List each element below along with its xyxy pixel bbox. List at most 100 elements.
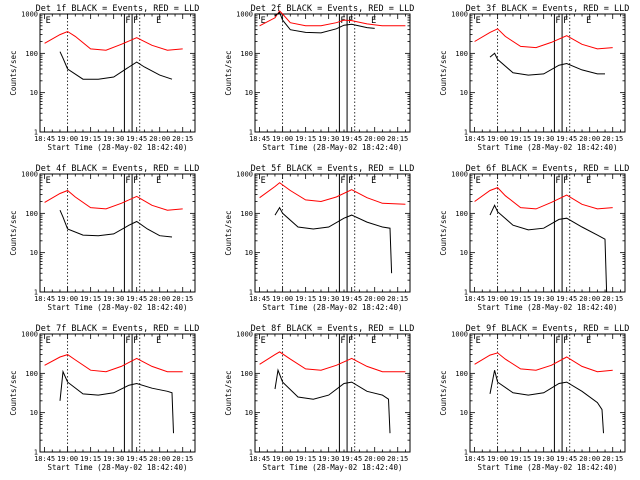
y-tick-label: 10 (245, 89, 253, 97)
y-tick-label: 10 (460, 249, 468, 257)
x-axis-label: Start Time (28-May-02 18:42:40) (48, 303, 188, 312)
series-lld-line (259, 351, 406, 373)
marker-label-F: F (563, 176, 568, 186)
marker-label-F: F (348, 336, 353, 346)
y-tick-label: 10 (30, 249, 38, 257)
y-tick-label: 1 (34, 129, 38, 137)
x-tick-label: 19:00 (57, 455, 78, 463)
x-tick-label: 20:00 (149, 455, 170, 463)
x-axis-label: Start Time (28-May-02 18:42:40) (48, 143, 188, 152)
x-tick-label: 19:00 (57, 135, 78, 143)
x-tick-label: 20:00 (364, 135, 385, 143)
x-tick-label: 20:00 (149, 295, 170, 303)
x-tick-label: 18:45 (464, 135, 485, 143)
x-tick-label: 19:30 (533, 295, 554, 303)
y-tick-label: 1000 (236, 331, 253, 339)
panel-title: Det 8f BLACK = Events, RED = LLD (251, 324, 415, 334)
x-tick-label: 20:00 (364, 295, 385, 303)
plot-frame (39, 13, 196, 133)
x-tick-label: 20:00 (579, 135, 600, 143)
x-tick-label: 19:15 (80, 455, 101, 463)
y-tick-label: 100 (455, 210, 468, 218)
panel-title: Det 3f BLACK = Events, RED = LLD (466, 4, 630, 14)
x-tick-label: 18:45 (249, 295, 270, 303)
x-tick-label: 18:45 (249, 455, 270, 463)
y-axis-label: Counts/sec (439, 210, 448, 255)
y-tick-label: 100 (455, 50, 468, 58)
x-tick-label: 20:00 (149, 135, 170, 143)
plot-frame (469, 333, 626, 453)
x-tick-label: 20:00 (364, 455, 385, 463)
series-lld-line (44, 354, 183, 373)
y-tick-label: 1 (34, 289, 38, 297)
y-tick-label: 1000 (451, 171, 468, 179)
marker-label-E: E (46, 16, 51, 26)
y-axis-label: Counts/sec (224, 210, 233, 255)
x-tick-label: 19:30 (533, 455, 554, 463)
marker-label-E: E (261, 176, 266, 186)
x-tick-label: 19:45 (341, 295, 362, 303)
x-tick-label: 19:00 (487, 135, 508, 143)
series-lld-line (259, 10, 406, 27)
marker-label-F: F (125, 176, 130, 186)
x-tick-label: 18:45 (34, 295, 55, 303)
marker-label-E: E (156, 16, 161, 26)
y-axis-label: Counts/sec (439, 370, 448, 415)
y-tick-label: 10 (30, 89, 38, 97)
panel-title: Det 6f BLACK = Events, RED = LLD (466, 164, 630, 174)
marker-label-F: F (340, 16, 345, 26)
panel-det-2: Det 2f BLACK = Events, RED = LLD 1 10 100 10… (224, 4, 414, 152)
y-tick-label: 1 (249, 129, 253, 137)
x-tick-label: 20:15 (172, 295, 193, 303)
marker-label-E: E (476, 16, 481, 26)
marker-label-E: E (371, 336, 376, 346)
series-lld-line (259, 182, 406, 205)
x-tick-label: 18:45 (464, 455, 485, 463)
panel-det-5: Det 5f BLACK = Events, RED = LLD 1 10 100 10… (224, 164, 414, 312)
marker-label-E: E (46, 336, 51, 346)
plot-frame (39, 173, 196, 293)
y-tick-label: 10 (245, 409, 253, 417)
panel-title: Det 5f BLACK = Events, RED = LLD (251, 164, 415, 174)
series-events-line (59, 51, 173, 80)
marker-label-F: F (348, 176, 353, 186)
y-tick-label: 1 (464, 129, 468, 137)
series-events-line (59, 369, 174, 434)
panel-det-9: Det 9f BLACK = Events, RED = LLD 1 10 100 10… (439, 324, 629, 472)
x-tick-label: 19:30 (318, 135, 339, 143)
plot-frame (39, 333, 196, 453)
marker-label-E: E (371, 16, 376, 26)
x-tick-label: 19:45 (126, 455, 147, 463)
y-tick-label: 1 (249, 289, 253, 297)
plot-frame (254, 13, 411, 133)
panel-det-4: Det 4f BLACK = Events, RED = LLD 1 10 100 10… (9, 164, 199, 312)
x-tick-label: 20:15 (387, 295, 408, 303)
x-tick-label: 19:30 (103, 135, 124, 143)
y-tick-label: 1 (249, 449, 253, 457)
x-tick-label: 19:00 (487, 455, 508, 463)
x-tick-label: 19:00 (487, 295, 508, 303)
x-tick-label: 19:15 (295, 135, 316, 143)
panel-det-8: Det 8f BLACK = Events, RED = LLD 1 10 100 10… (224, 324, 414, 472)
marker-label-F: F (555, 16, 560, 26)
marker-label-E: E (46, 176, 51, 186)
y-tick-label: 1000 (21, 331, 38, 339)
x-tick-label: 20:15 (602, 455, 623, 463)
marker-label-E: E (156, 336, 161, 346)
marker-label-E: E (586, 176, 591, 186)
x-tick-label: 19:15 (80, 295, 101, 303)
marker-label-E: E (586, 16, 591, 26)
x-tick-label: 19:45 (556, 455, 577, 463)
marker-label-F: F (555, 176, 560, 186)
y-tick-label: 1 (464, 449, 468, 457)
x-tick-label: 18:45 (34, 455, 55, 463)
x-tick-label: 20:15 (172, 135, 193, 143)
y-tick-label: 100 (25, 210, 38, 218)
y-tick-label: 10 (460, 409, 468, 417)
x-tick-label: 19:45 (341, 455, 362, 463)
panel-title: Det 7f BLACK = Events, RED = LLD (36, 324, 200, 334)
series-lld-line (474, 352, 613, 373)
marker-label-F: F (555, 336, 560, 346)
x-tick-label: 19:00 (272, 455, 293, 463)
x-tick-label: 19:15 (510, 295, 531, 303)
